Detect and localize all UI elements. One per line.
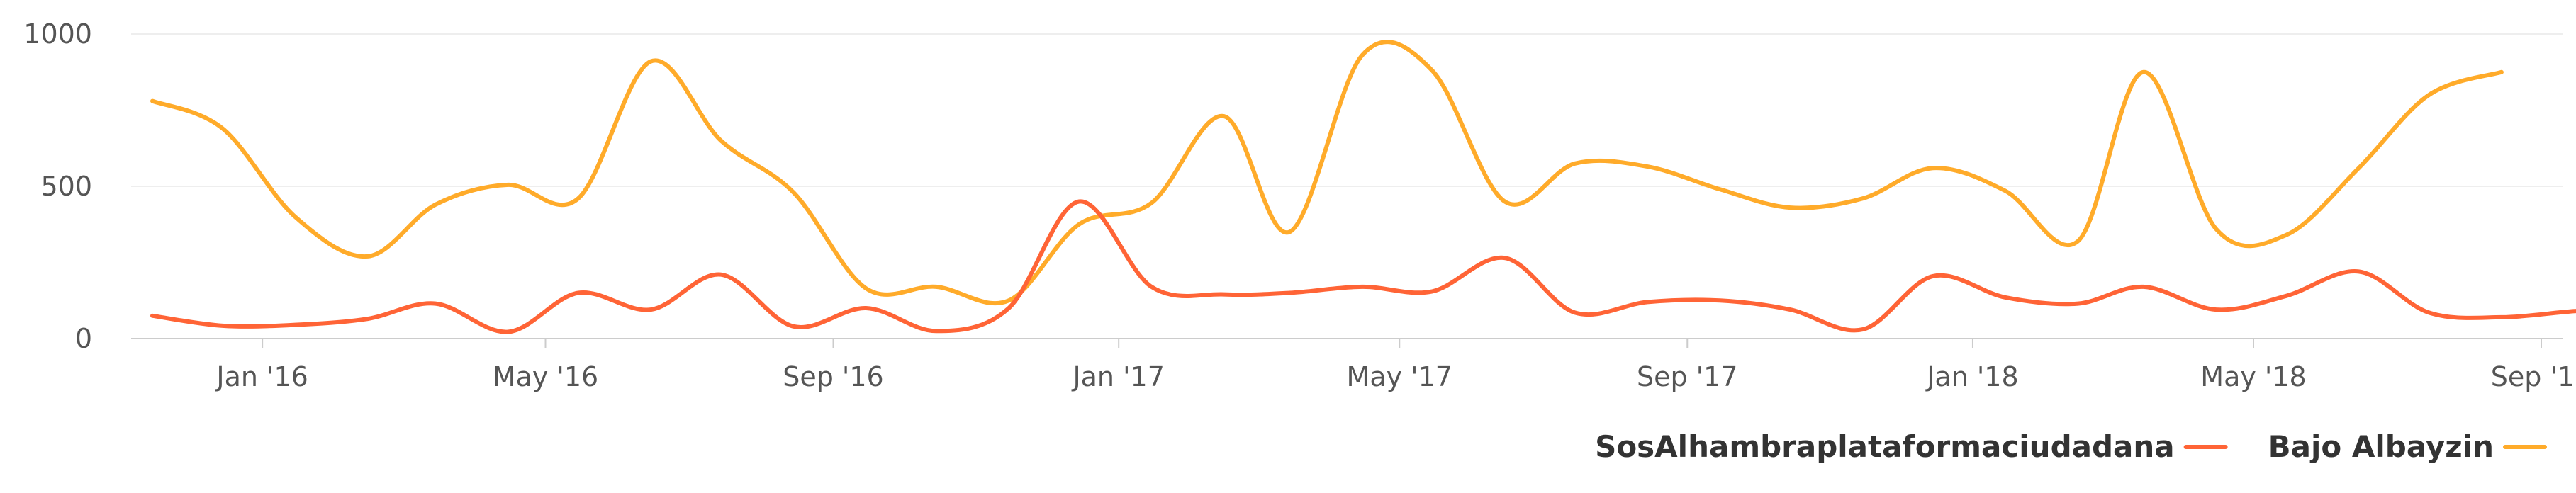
x-tick-label: Sep '18 <box>2491 361 2576 392</box>
x-tick-label: Sep '17 <box>1637 361 1738 392</box>
y-tick-label: 500 <box>40 171 92 202</box>
series-line <box>150 40 2504 306</box>
x-tick-label: Sep '16 <box>783 361 884 392</box>
x-axis: Jan '16 May '16 Sep '16 Jan '17 May '17 Sep '… <box>131 338 2576 392</box>
legend-item[interactable]: Bajo Albayzin <box>2268 429 2547 464</box>
y-tick-label: 1000 <box>23 18 92 50</box>
x-tick-label: Jan '16 <box>215 361 308 392</box>
x-tick-label: Jan '17 <box>1071 361 1164 392</box>
legend-label: Bajo Albayzin <box>2268 429 2494 464</box>
series-lines <box>150 40 2576 334</box>
y-tick-label: 0 <box>75 323 92 354</box>
x-tick-label: May '18 <box>2200 361 2306 392</box>
x-tick-label: Jan '18 <box>1925 361 2018 392</box>
legend[interactable]: Bajo Albayzin SosAlhambraplataformaciudad… <box>1595 429 2547 464</box>
grid <box>131 33 2563 187</box>
y-axis: 0 500 1000 <box>23 18 92 354</box>
legend-item[interactable]: SosAlhambraplataformaciudadana <box>1595 429 2228 464</box>
series-line <box>150 199 2576 334</box>
legend-label: SosAlhambraplataformaciudadana <box>1595 429 2175 464</box>
x-tick-label: May '16 <box>493 361 598 392</box>
x-tick-label: May '17 <box>1347 361 1452 392</box>
